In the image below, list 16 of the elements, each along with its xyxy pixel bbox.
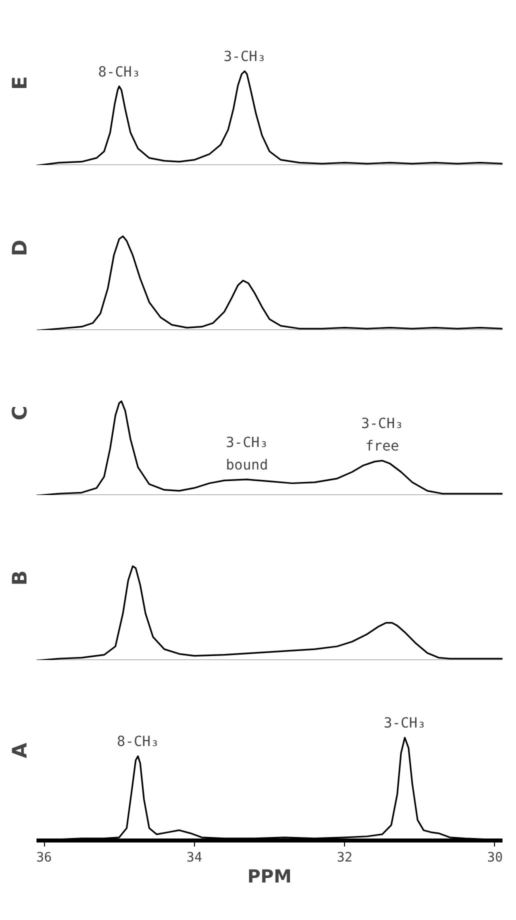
annotation: 3-CH₃ free [361,416,404,455]
y-axis-title: B [8,570,32,586]
y-axis-title: D [8,240,32,256]
y-axis-title: C [8,406,32,420]
annotation: 8-CH₃ [116,734,160,750]
y-axis-title: A [8,742,32,758]
x-axis-title: PPM [247,866,292,888]
x-tick-label: 34 [186,850,202,866]
annotation: 3-CH₃ [224,49,266,66]
annotation: 8-CH₃ [98,64,140,80]
x-tick-label: 32 [336,850,352,866]
annotation: 3-CH₃ bound [226,435,268,474]
x-tick-label: 36 [36,850,52,866]
annotation: 3-CH₃ [384,716,426,732]
y-axis-title: E [8,76,32,90]
x-tick-label: 30 [487,850,503,866]
